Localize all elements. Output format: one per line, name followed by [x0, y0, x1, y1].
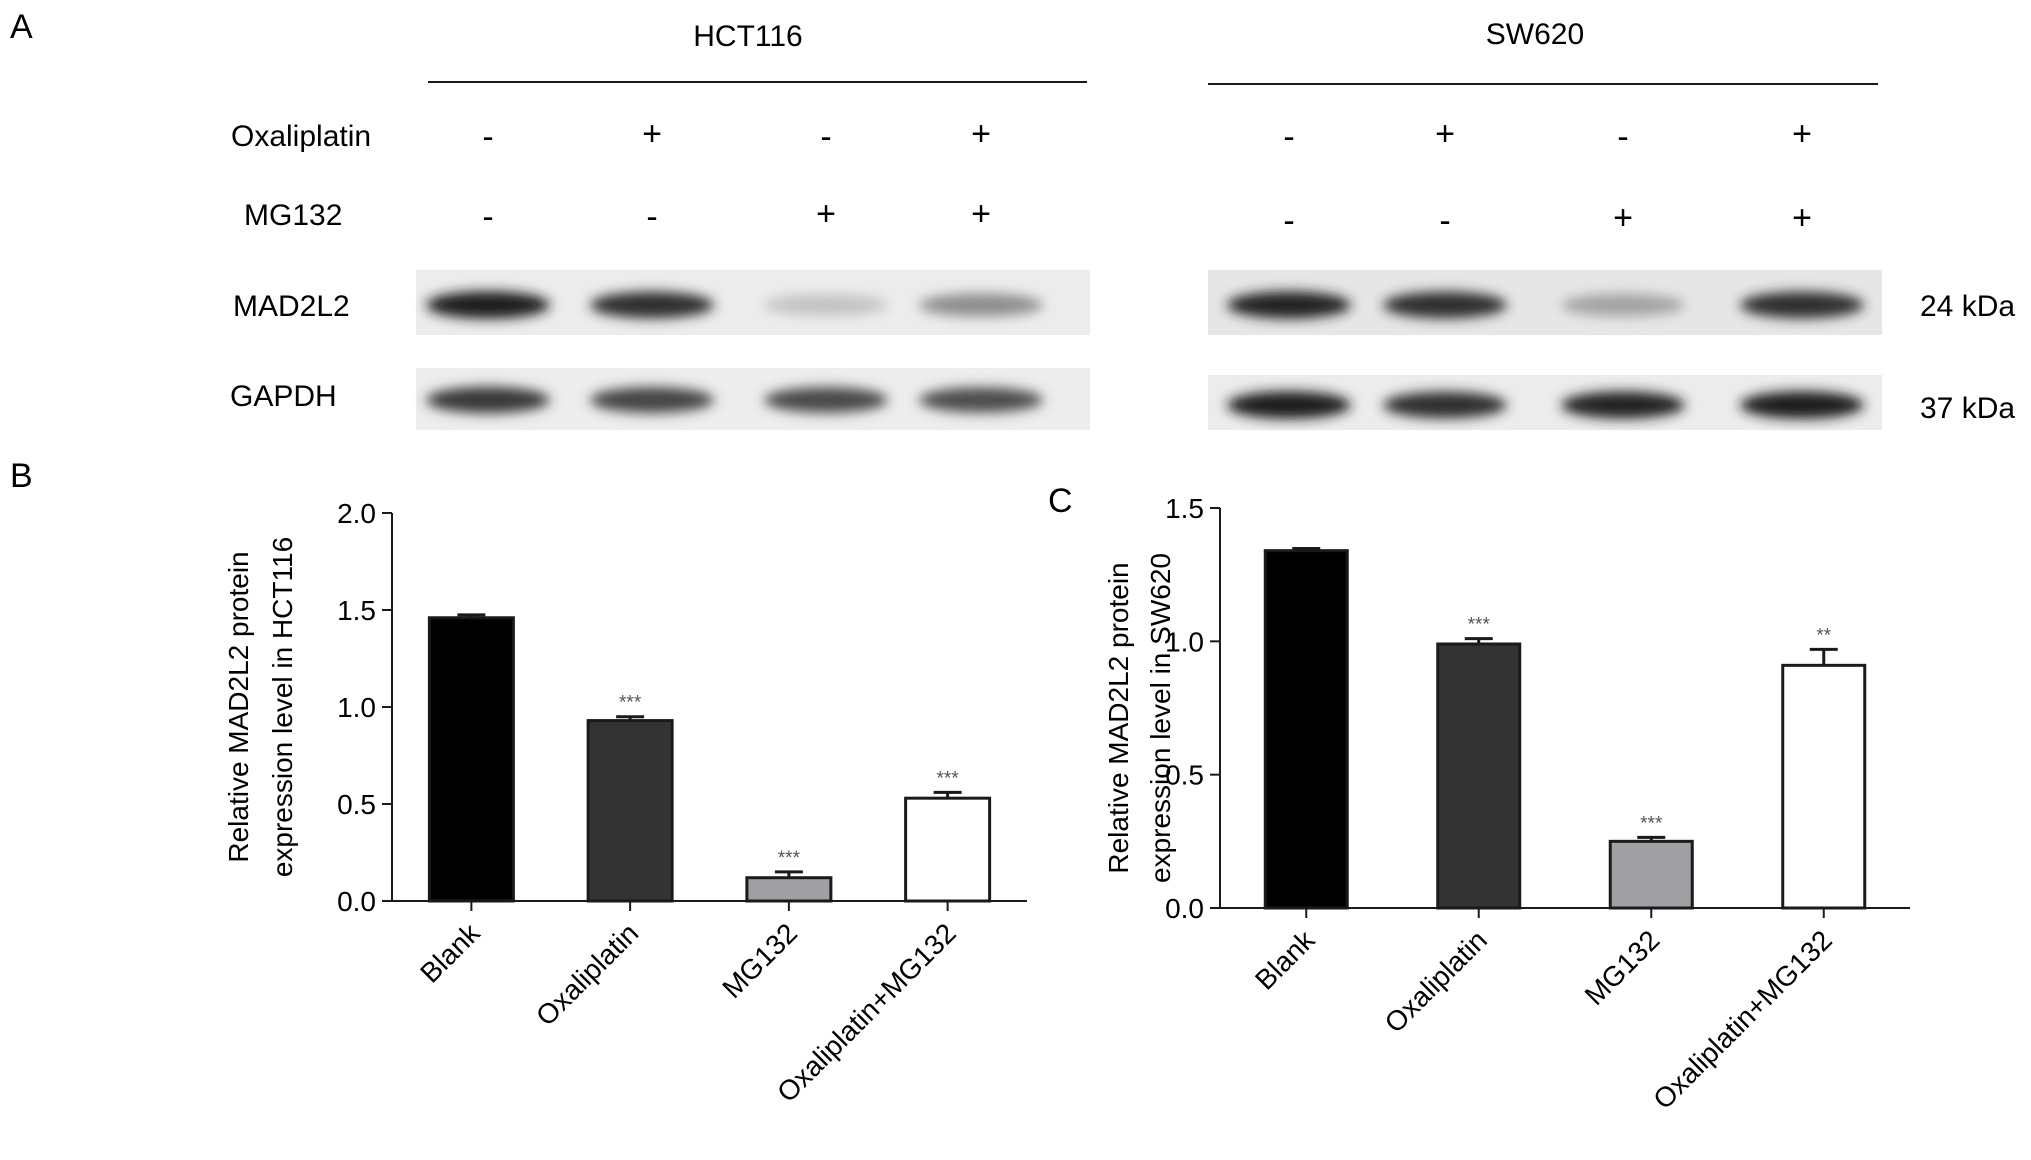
bar	[586, 719, 674, 903]
sign: -	[1283, 118, 1294, 156]
band-hct116-mad2l2-1	[426, 291, 550, 319]
y-tick-label: 2.0	[337, 498, 376, 529]
significance-marker: ***	[937, 768, 960, 789]
significance-marker: ***	[778, 848, 801, 869]
y-tick-label: 1.0	[1165, 626, 1204, 657]
significance-marker: ***	[1468, 615, 1491, 636]
y-tick-label: 0.0	[1165, 893, 1204, 924]
significance-marker: ***	[1640, 813, 1663, 834]
band-sw620-mad2l2-4	[1740, 291, 1864, 319]
y-axis-title: Relative MAD2L2 protein	[1103, 562, 1134, 873]
kda-label-24: 24 kDa	[1920, 290, 2015, 323]
band-hct116-gapdh-4	[919, 387, 1043, 413]
x-tick-label: Oxaliplatin+MG132	[1647, 924, 1838, 1115]
sign: +	[971, 115, 991, 153]
sign: +	[642, 115, 662, 153]
sign: -	[482, 198, 493, 236]
hct116-oxaliplatin-signs: - + - +	[482, 115, 991, 156]
y-axis-title: expression level in SW620	[1145, 553, 1176, 883]
bar	[1608, 839, 1694, 910]
x-tick-label: Oxaliplatin+MG132	[771, 917, 962, 1108]
band-hct116-mad2l2-4	[919, 293, 1043, 317]
hct116-bar-chart: 0.0 0.5 1.0 1.5 2.0 Relative MAD2L2 protein ex…	[223, 498, 1027, 1108]
bar	[1781, 663, 1867, 910]
bar	[427, 616, 515, 903]
y-axis-title: expression level in HCT116	[267, 537, 298, 877]
bar	[745, 876, 833, 903]
band-hct116-gapdh-3	[764, 387, 888, 413]
band-sw620-mad2l2-2	[1383, 291, 1507, 319]
kda-label-37: 37 kDa	[1920, 392, 2015, 425]
x-tick-label: Oxaliplatin	[530, 917, 644, 1031]
y-tick-label: 0.5	[1165, 760, 1204, 791]
sign: +	[1613, 199, 1633, 237]
bar	[1436, 642, 1522, 910]
row-label-mg132: MG132	[244, 199, 342, 232]
cell-line-hct116: HCT116	[693, 20, 802, 53]
hct116-mg132-signs: - - + +	[482, 195, 991, 236]
y-axis-title: Relative MAD2L2 protein	[223, 551, 254, 862]
sign: +	[1792, 115, 1812, 153]
western-blot-bands	[426, 291, 1864, 419]
sign: -	[1439, 202, 1450, 240]
bar	[904, 796, 992, 903]
x-tick-label: Oxaliplatin	[1379, 924, 1493, 1038]
band-sw620-gapdh-3	[1561, 391, 1685, 419]
sign: +	[1792, 199, 1812, 237]
sign: -	[482, 118, 493, 156]
significance-marker: **	[1816, 625, 1831, 646]
y-tick-label: 1.5	[337, 595, 376, 626]
band-sw620-mad2l2-1	[1227, 291, 1351, 319]
band-hct116-gapdh-2	[590, 387, 714, 413]
sw620-oxaliplatin-signs: - + - +	[1283, 115, 1812, 156]
panel-a-letter: A	[10, 8, 33, 46]
band-sw620-mad2l2-3	[1561, 293, 1685, 317]
band-sw620-gapdh-1	[1227, 391, 1351, 419]
sw620-mg132-signs: - - + +	[1283, 199, 1812, 240]
row-label-gapdh: GAPDH	[230, 380, 337, 413]
band-sw620-gapdh-2	[1383, 391, 1507, 419]
bar	[1263, 549, 1349, 910]
significance-marker: ***	[619, 693, 642, 714]
panel-b-letter: B	[10, 457, 33, 495]
sign: +	[971, 195, 991, 233]
y-tick-label: 0.5	[337, 789, 376, 820]
x-tick-label: MG132	[1579, 924, 1666, 1011]
sign: +	[816, 195, 836, 233]
sign: -	[1283, 202, 1294, 240]
x-tick-label: Blank	[1249, 924, 1321, 996]
sign: -	[1617, 118, 1628, 156]
band-hct116-mad2l2-2	[590, 291, 714, 319]
sign: +	[1435, 115, 1455, 153]
y-tick-label: 1.5	[1165, 493, 1204, 524]
cell-line-sw620: SW620	[1486, 18, 1584, 51]
band-hct116-gapdh-1	[426, 386, 550, 414]
band-hct116-mad2l2-3	[764, 294, 888, 316]
row-label-oxaliplatin: Oxaliplatin	[231, 120, 371, 153]
x-tick-label: MG132	[716, 917, 803, 1004]
y-tick-label: 1.0	[337, 692, 376, 723]
x-tick-label: Blank	[414, 917, 486, 989]
sign: -	[646, 198, 657, 236]
panel-c-letter: C	[1048, 482, 1073, 520]
y-tick-label: 0.0	[337, 886, 376, 917]
sign: -	[820, 118, 831, 156]
band-sw620-gapdh-4	[1740, 391, 1864, 419]
sw620-bar-chart: 0.0 0.5 1.0 1.5 Relative MAD2L2 protein expre…	[1103, 493, 1910, 1115]
row-label-mad2l2: MAD2L2	[233, 290, 350, 323]
